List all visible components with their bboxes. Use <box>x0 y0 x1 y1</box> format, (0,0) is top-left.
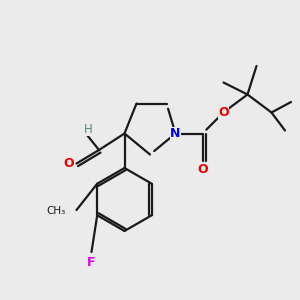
Text: CH₃: CH₃ <box>47 206 66 217</box>
Text: O: O <box>218 106 229 119</box>
Text: F: F <box>87 256 96 269</box>
Text: N: N <box>170 127 181 140</box>
Text: O: O <box>197 163 208 176</box>
Text: H: H <box>84 123 93 136</box>
Text: O: O <box>64 157 74 170</box>
